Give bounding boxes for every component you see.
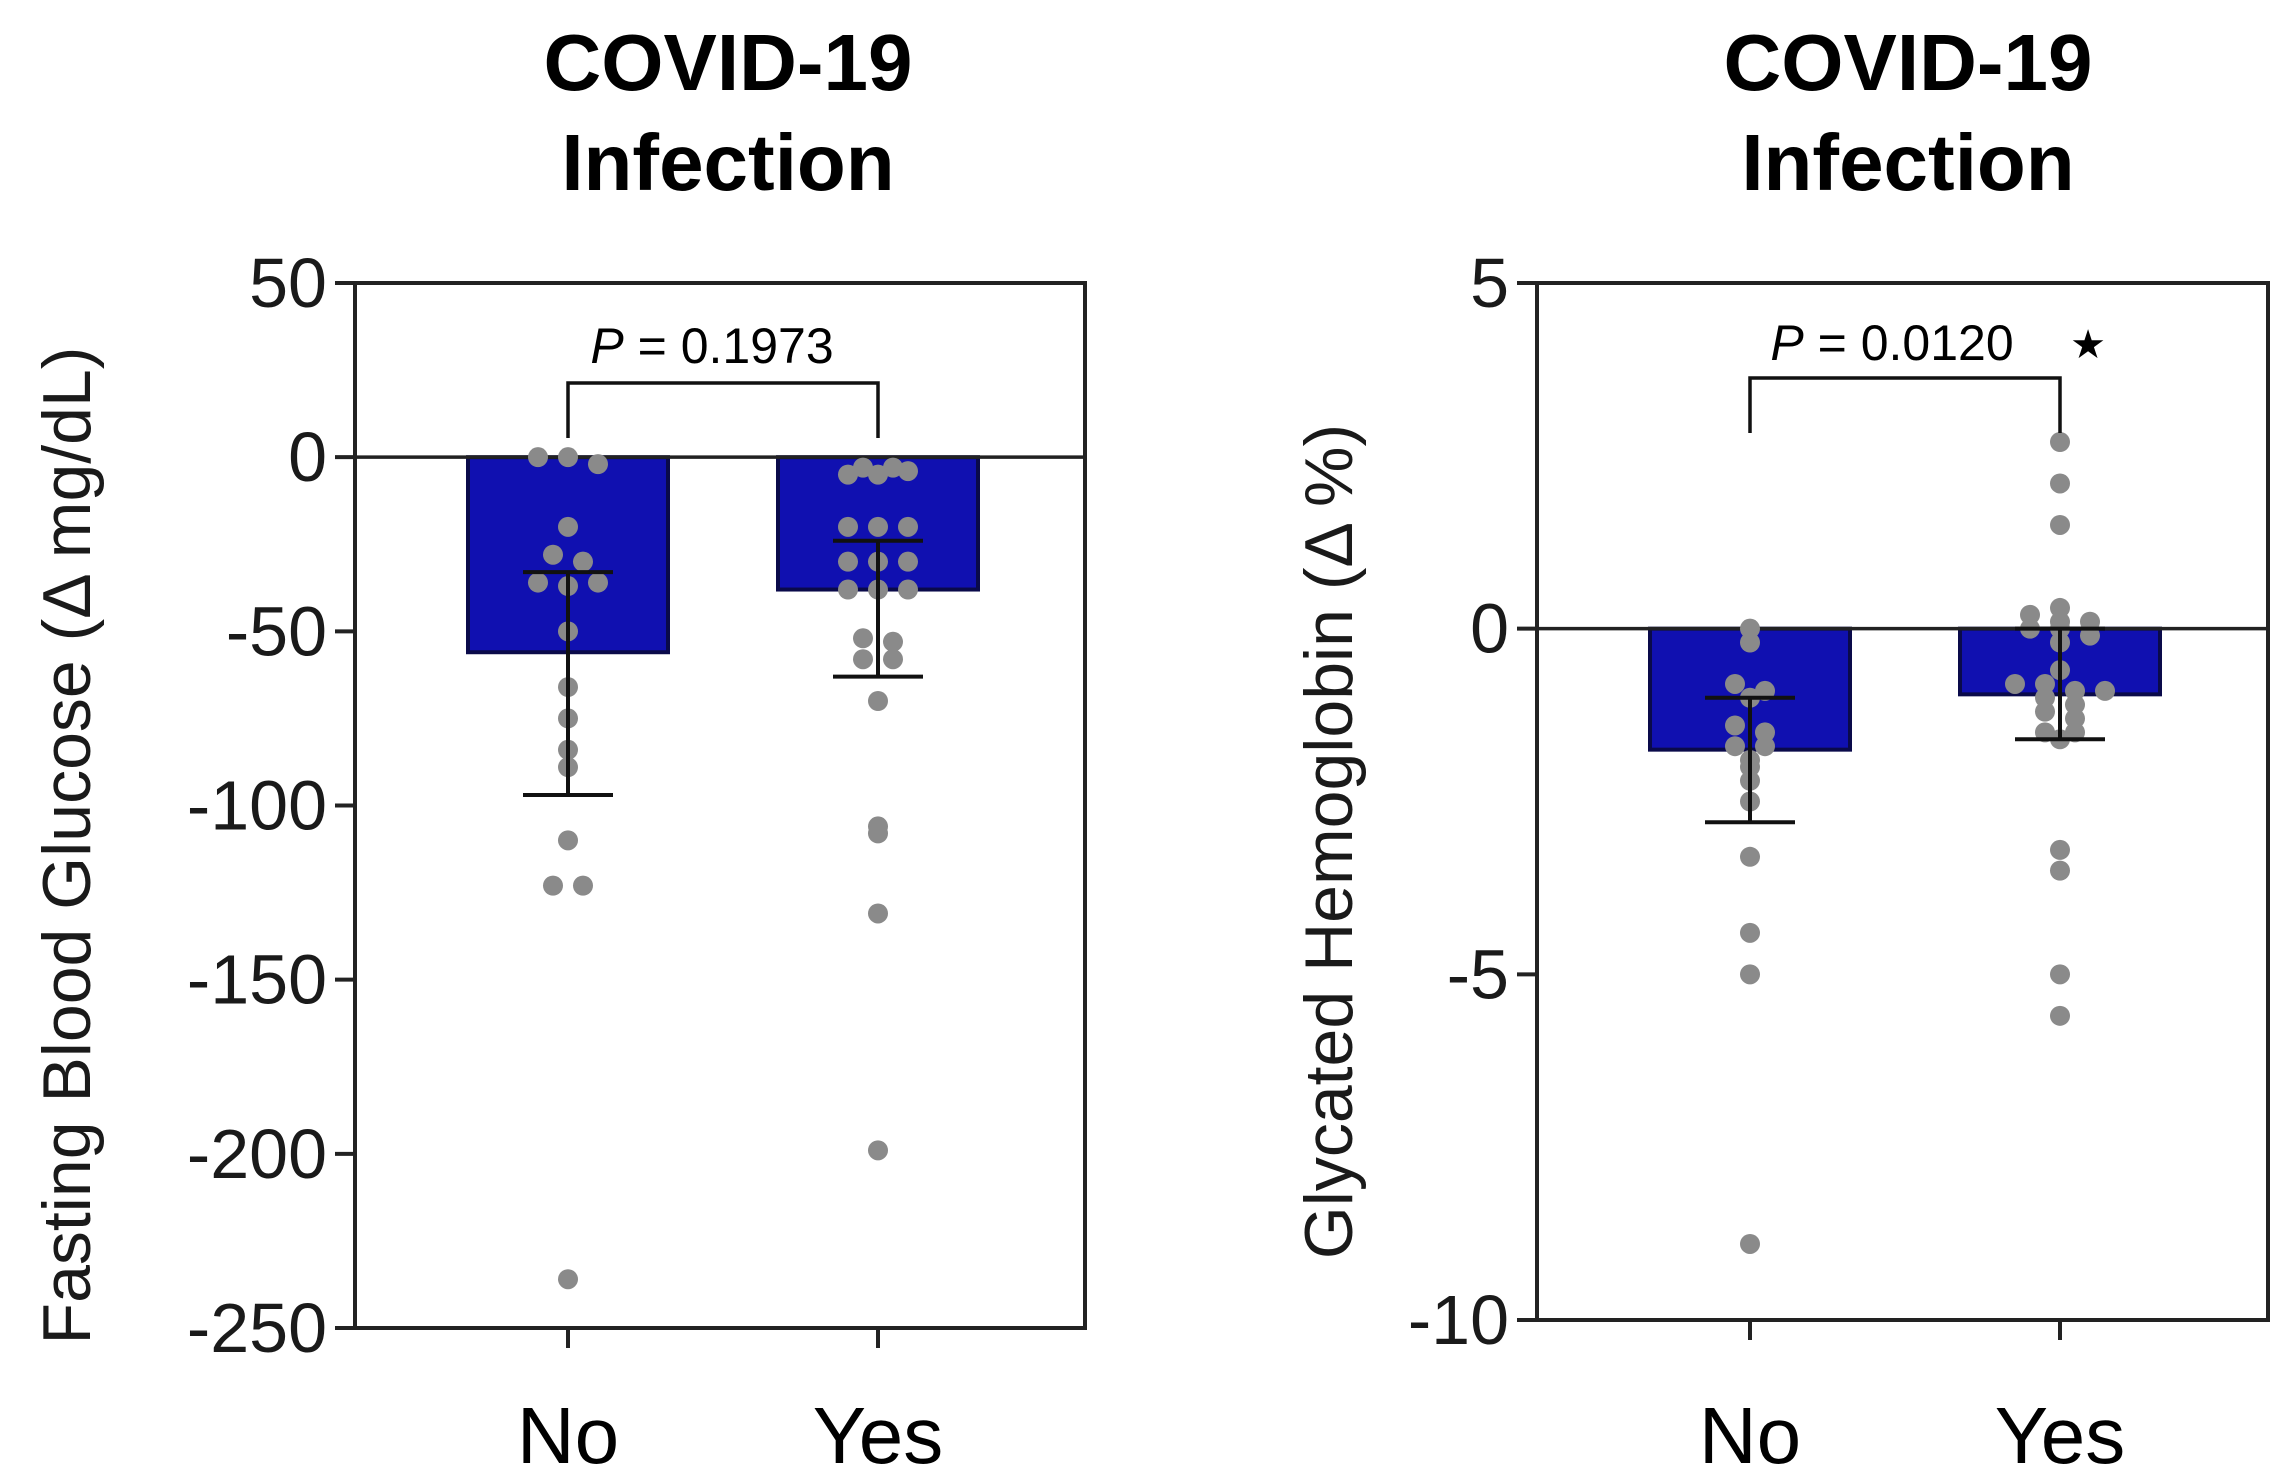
panel-1-yes-point-4 [898,461,918,482]
panel-2-no-point-1 [1740,632,1760,653]
panel-2-yes-point-23 [2050,839,2070,860]
panel-2-yes-point-1 [2050,473,2070,494]
panel-1-p-value: P = 0.1973 [590,318,833,374]
panel-2-yes-point-25 [2050,964,2070,985]
panel-2-yes-point-3 [2050,597,2070,618]
panel-2-ytick-label-0: 5 [1470,244,1509,322]
panel-1-yes-point-13 [898,579,918,600]
panel-1-p-label: P [590,318,624,374]
panel-2-no-point-2 [1725,673,1745,694]
panel-1-no-point-14 [558,830,578,851]
panel-1-no-point-2 [588,454,608,475]
panel-1-ytick-label-5: -200 [187,1115,327,1193]
panel-1-no-point-3 [558,516,578,537]
panel-2-yes-point-4 [2020,604,2040,625]
panel-1-yes-point-17 [883,649,903,670]
panel-1-yes-point-18 [868,691,888,711]
panel-2-plot-frame [1535,281,2270,1322]
panel-1-yes-point-20 [868,816,888,837]
panel-2-no-point-6 [1755,722,1775,743]
panel-1-ytick-label-1: 0 [288,418,327,496]
panel-2-title-line-2: Infection [1741,118,2074,207]
panel-1-ytick-label-2: -50 [226,592,327,670]
panel-2-no-point-7 [1725,736,1745,757]
panel-2-p-value: P = 0.0120 [1770,315,2013,371]
panel-2-title-line-1: COVID-19 [1724,18,2093,107]
panel-2-category-label-no: No [1699,1391,1801,1478]
panel-2-yes-point-0 [2050,432,2070,453]
panel-2-p-label: P [1770,315,1804,371]
panel-1-yes-point-10 [898,551,918,572]
panel-1-yes-point-11 [838,579,858,600]
panel-1-title-line-1: COVID-19 [544,18,913,107]
panel-2-no-point-16 [1740,1233,1760,1254]
panel-1-ytick-label-3: -100 [187,767,327,845]
panel-2-ytick-label-3: -10 [1408,1281,1509,1359]
panel-2-yes-point-12 [2005,673,2025,694]
panel-1-yes-point-0 [838,464,858,485]
panel-2-yes-point-13 [2035,673,2055,694]
panel-2-p-text: = 0.0120 [1804,315,2014,371]
panel-2-no-point-8 [1755,736,1775,757]
panel-1-y-axis-label: Fasting Blood Glucose (Δ mg/dL) [29,347,105,1345]
panel-2-ytick-label-1: 0 [1470,590,1509,668]
panel-1-ytick-label-4: -150 [187,941,327,1019]
panel-2-yes-point-26 [2050,1005,2070,1026]
panel-2-significance-bracket [1748,376,2062,433]
panel-2-no-point-5 [1725,715,1745,736]
panel-2-no-point-0 [1740,618,1760,639]
panel-1-yes-point-16 [853,649,873,670]
panel-2-no-point-13 [1740,846,1760,867]
panel-1-ytick-label-6: -250 [187,1289,327,1367]
panel-1-ytick-label-0: 50 [249,244,327,322]
panel-2-category-label-yes: Yes [1995,1391,2126,1478]
panel-2-yes-point-19 [2065,708,2085,729]
panel-1-p-text: = 0.1973 [624,318,834,374]
panel-2-yes-point-2 [2050,514,2070,535]
panel-1-category-label-no: No [517,1391,619,1478]
panel-1-yes-point-6 [868,516,888,537]
panel-1-yes-point-8 [838,551,858,572]
panel-1-no-point-1 [558,447,578,468]
panel-1-yes-point-1 [868,464,888,485]
panel-1-yes-point-3 [883,457,903,478]
panel-2-yes-point-18 [2035,701,2055,722]
panel-1-category-label-yes: Yes [813,1391,944,1478]
panel-1-no-point-0 [528,447,548,468]
panel-1-no-point-6 [528,572,548,593]
panel-1-yes-point-14 [853,628,873,649]
panel-2-yes-point-24 [2050,860,2070,881]
panel-2-yes-point-16 [2035,687,2055,708]
panel-1: COVID-19 Infection 50 0 -50 -100 -150 -200 -250 F… [29,18,1087,1478]
panel-1-yes-point-5 [838,516,858,537]
panel-2: COVID-19 Infection 5 0 -5 -10 Glycated Hemoglo… [1291,18,2270,1478]
panel-2-ytick-label-2: -5 [1447,935,1509,1013]
panel-1-yes-point-7 [898,516,918,537]
panel-2-no-point-14 [1740,922,1760,943]
panel-1-no-point-4 [543,544,563,565]
panel-1-plot-frame [353,281,1087,1330]
panel-1-title-line-2: Infection [561,118,894,207]
panel-2-yes-point-15 [2095,680,2115,701]
panel-1-yes-point-15 [883,631,903,652]
panel-1-no-point-5 [573,551,593,572]
panel-1-yes-point-22 [868,1140,888,1161]
panel-2-yes-point-14 [2065,680,2085,701]
panel-1-no-point-15 [543,875,563,896]
panel-2-significance-star-icon: ★ [2070,322,2106,368]
panel-1-no-point-17 [558,1269,578,1290]
panel-2-no-point-15 [1740,964,1760,985]
panel-1-yes-point-21 [868,903,888,924]
panel-1-no-point-8 [588,572,608,593]
panel-2-y-axis-label: Glycated Hemoglobin (Δ %) [1291,424,1367,1259]
panel-1-yes-point-2 [853,457,873,478]
panel-1-significance-bracket [566,381,880,438]
panel-2-yes-point-17 [2065,694,2085,715]
panel-1-no-point-16 [573,875,593,896]
